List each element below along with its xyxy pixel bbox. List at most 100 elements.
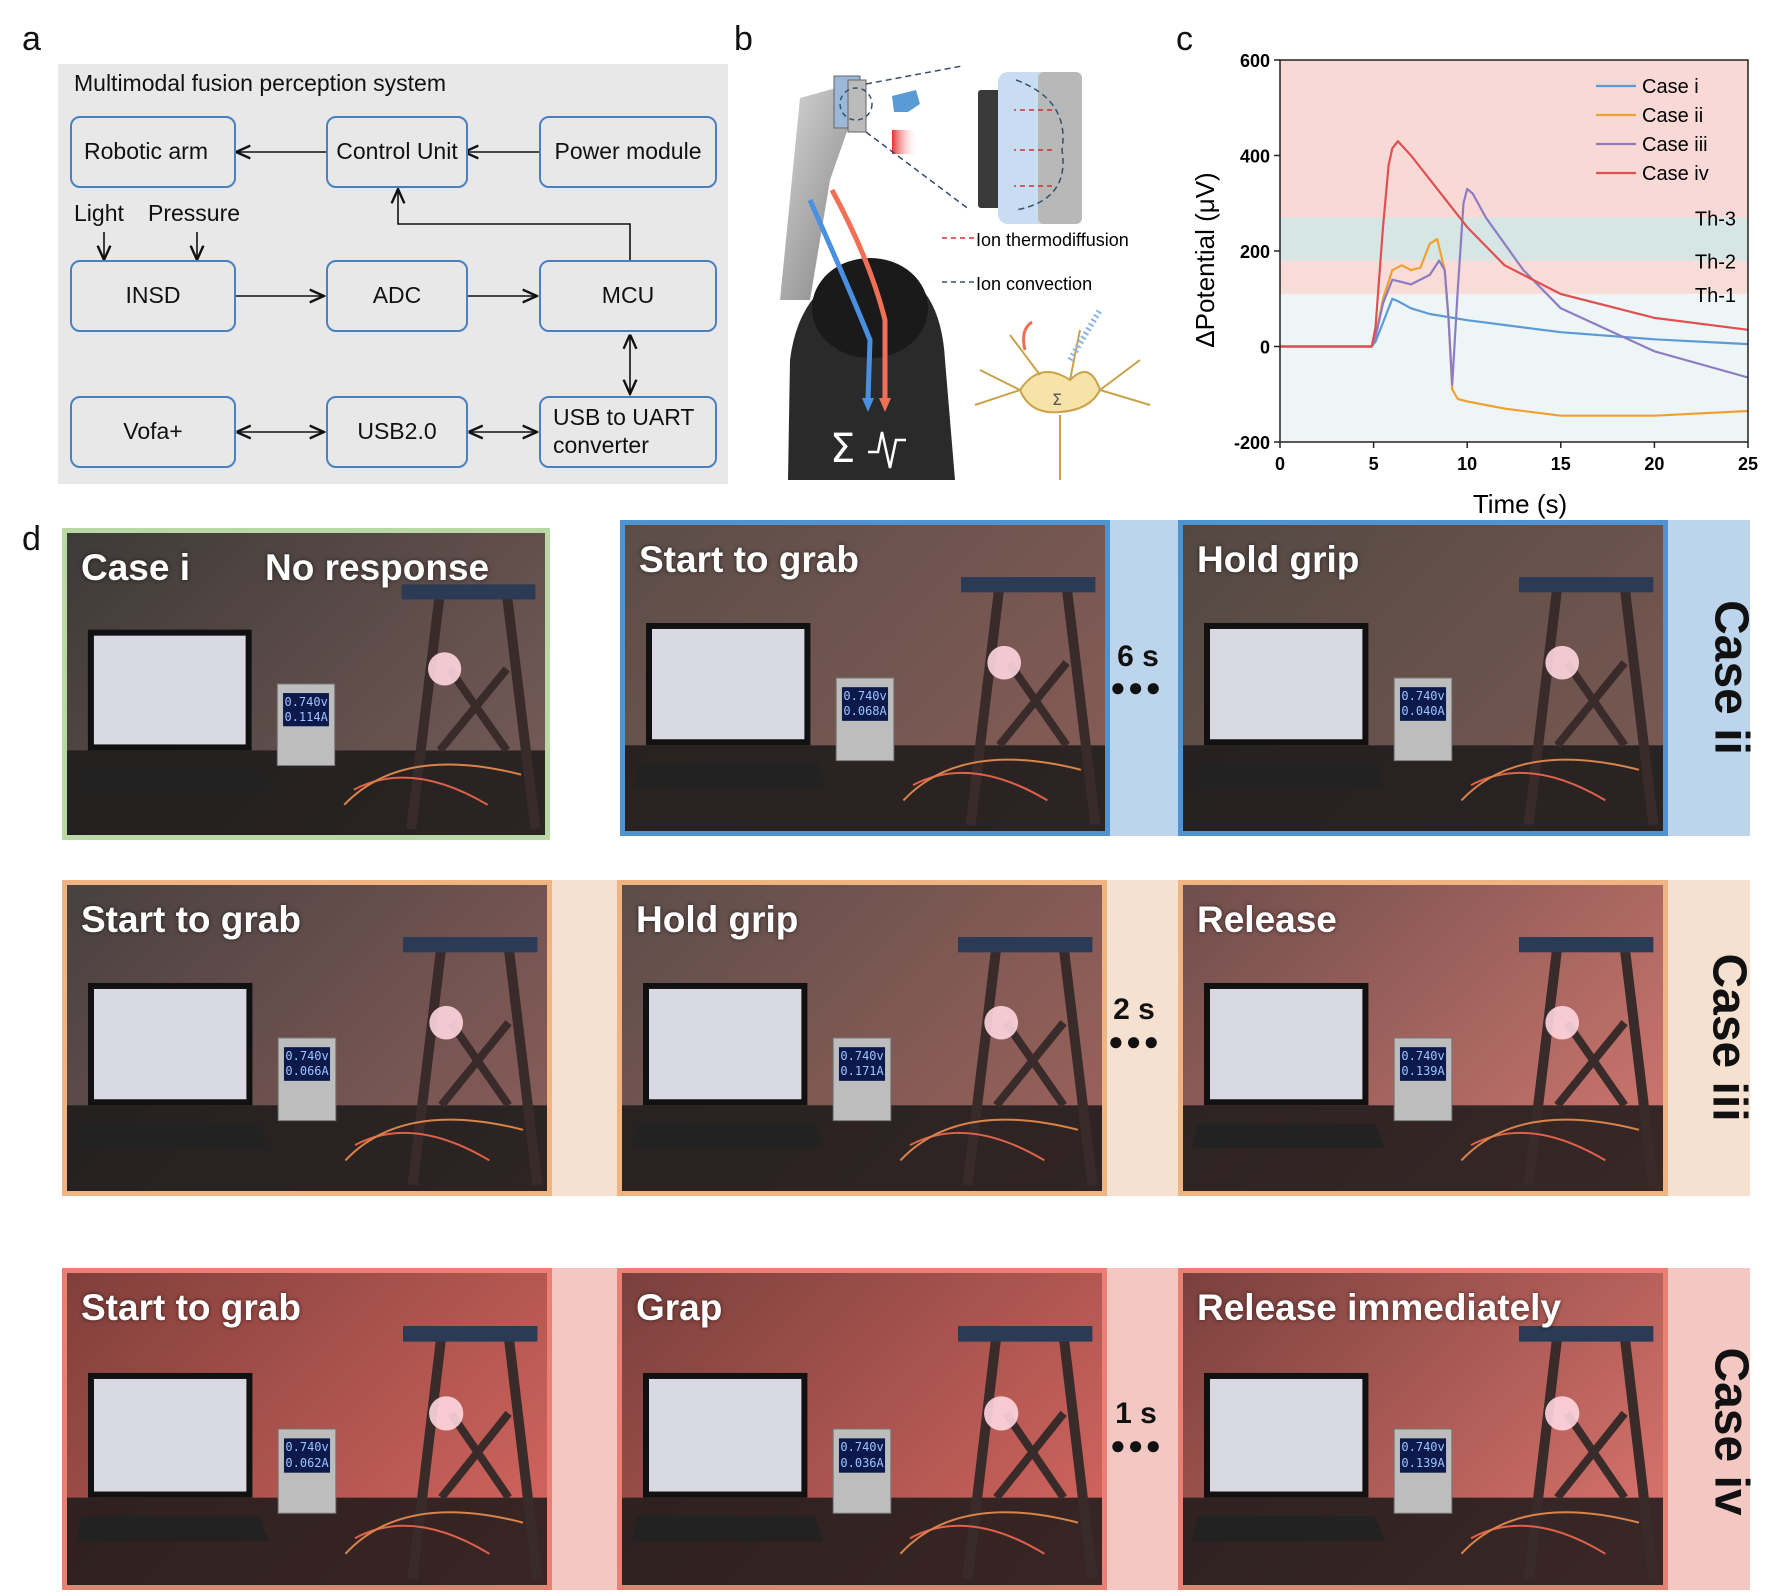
light-source [429,1005,464,1040]
row3-duration: 1 s [1115,1397,1157,1430]
light-source [984,1396,1019,1431]
psu-voltage-readout: 0.740v [843,688,887,703]
row2-duration: 2 s [1113,993,1155,1026]
input-light-label: Light [74,200,124,226]
photo-caption: Case i [81,547,191,588]
series-line-1 [1280,297,1749,348]
psu-voltage-readout: 0.740v [1401,1048,1445,1063]
diagram-arrows [58,64,728,484]
legend-convection-label: Ion convection [976,274,1092,294]
laptop-base [1192,1516,1385,1542]
legend-entry: Case i [1642,76,1699,98]
y-tick-label: -200 [1234,433,1270,453]
laptop-screen [1204,622,1369,746]
psu-current-readout: 0.139A [1401,1455,1445,1470]
psu-current-readout: 0.040A [1401,704,1445,718]
row3-case-label: Case iv [1704,1347,1758,1516]
arm-upper [780,80,865,300]
block-power-module: Power module [539,116,717,188]
x-tick-label: 0 [1275,454,1285,474]
photo-caption: Release [1197,899,1337,940]
neuron-sigma: Σ [1052,390,1062,409]
laptop-base [76,1123,269,1149]
photo-row2-1: 0.740v 0.066A Start to grab [62,880,552,1196]
usb-uart-line2: converter [553,432,649,458]
arrow-mcu-to-control [398,189,631,260]
power-supply-display [283,1438,331,1473]
photo-row3-3: 0.740v 0.139A Release immediately [1178,1268,1668,1590]
laptop-base [631,1123,824,1149]
block-usb2: USB2.0 [326,396,468,468]
photo-row1-2: 0.740v 0.068A Start to grab [620,520,1110,836]
panel-label-b: b [734,20,753,58]
x-tick-label: 15 [1551,454,1571,474]
hand-icon [892,90,920,112]
laptop-screen [88,982,253,1106]
panel-label-d: d [22,520,41,558]
photo-scene [622,1326,1102,1585]
threshold-label: Th-2 [1695,252,1736,274]
series-line-2 [1280,238,1749,417]
laptop-base [76,1516,269,1542]
block-mcu: MCU [539,260,717,332]
y-axis-label: ΔPotential (μV) [1190,172,1220,347]
photo-caption: Start to grab [81,899,301,940]
light-source [1545,1396,1580,1431]
threshold-label: Th-3 [1695,209,1736,231]
photo-row3-1: 0.740v 0.062A Start to grab [62,1268,552,1590]
system-block-diagram: Multimodal fusion perception system [58,64,728,484]
x-axis-label: Time (s) [1473,489,1567,519]
band-th3-th2 [1280,217,1748,261]
block-adc: ADC [326,260,468,332]
usb-uart-line1: USB to UART [553,404,695,431]
series-line-4 [1280,140,1749,348]
input-pressure-label: Pressure [148,200,241,226]
panel-label-a: a [22,20,41,58]
psu-voltage-readout: 0.740v [1401,688,1445,703]
x-tick-label: 20 [1644,454,1664,474]
laptop-base [634,763,827,789]
laptop-screen [643,1372,808,1498]
block-control-unit: Control Unit [326,116,468,188]
block-insd: INSD [70,260,236,332]
laptop-base [76,768,268,793]
light-source [429,1396,464,1431]
y-tick-label: 600 [1240,51,1270,71]
photo-row2-2: 0.740v 0.171A Hold grip [617,880,1107,1196]
photo-scene [67,584,545,835]
psu-voltage-readout: 0.740v [285,1439,329,1454]
row2-case-label: Case iii [1702,953,1756,1122]
photo-scene [67,937,547,1191]
laptop-base [1192,763,1385,789]
photo-row3-2: 0.740v 0.036A Grap [617,1268,1107,1590]
arm-joint [812,258,928,358]
row1-duration: 6 s [1117,640,1159,673]
laptop-base [631,1516,824,1542]
photo-scene [625,577,1105,831]
power-supply-display [1399,687,1447,721]
band-th2-th1 [1280,260,1748,294]
row1-case-label: Case ii [1704,600,1758,755]
neuron-icon [974,308,1151,480]
laptop-screen [646,622,811,746]
light-source [1545,1005,1580,1040]
power-supply-display [1399,1047,1447,1081]
laptop-screen [1204,982,1369,1106]
mechanism-svg: Σ Ion thermodiffusion Ion convection Σ [780,65,1151,480]
potential-chart: 0 5 10 15 20 25 -200 0 200 400 600 Th-3 Th-2 Th-1 Ca… [1180,40,1788,520]
power-supply-display [838,1047,886,1081]
photo-caption: Hold grip [1197,539,1360,580]
heat-icon [892,130,918,154]
system-title: Multimodal fusion perception system [74,70,446,96]
power-supply-display [841,687,889,721]
light-source [428,652,462,686]
y-tick-label: 200 [1240,242,1270,262]
band-below-th1 [1280,293,1748,442]
psu-voltage-readout: 0.740v [284,694,328,709]
band-above-th3 [1280,60,1748,218]
photo-caption-secondary: No response [265,547,490,588]
zoom-back [1038,72,1082,224]
x-tick-label: 25 [1738,454,1758,474]
y-tick-label: 0 [1260,338,1270,358]
